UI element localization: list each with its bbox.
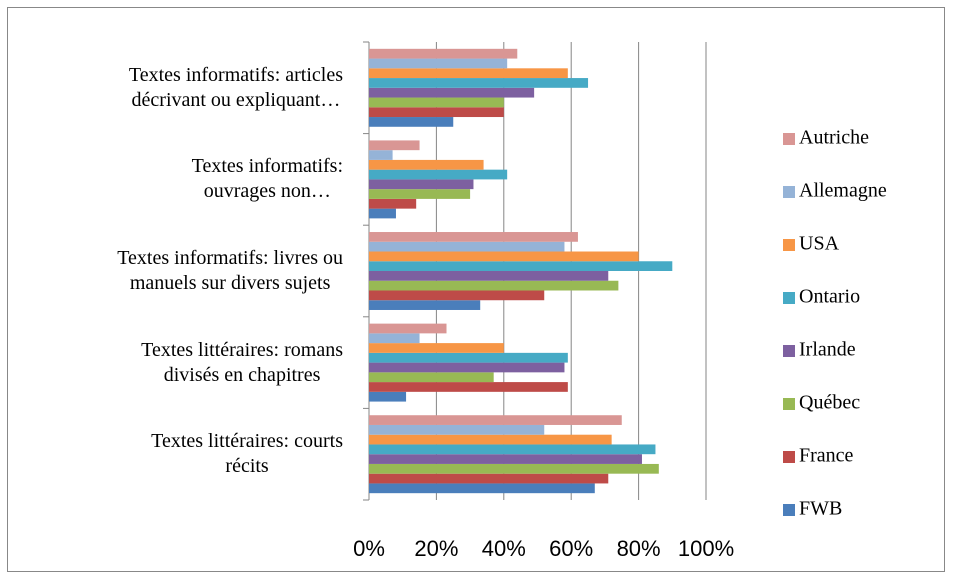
legend-swatch (783, 345, 795, 357)
bar (369, 415, 622, 425)
bar (369, 169, 508, 180)
legend-swatch (783, 292, 795, 304)
legend-swatch (783, 451, 795, 463)
y-tick-label: Textes littéraires: courts récits (151, 430, 343, 478)
legend-label: Ontario (799, 286, 860, 308)
bar (369, 333, 420, 344)
bar (369, 444, 656, 455)
bar (369, 189, 471, 199)
bar (369, 107, 504, 118)
bar (369, 68, 568, 79)
bar (369, 300, 481, 310)
legend-label: Irlande (799, 339, 856, 361)
legend-label: FWB (799, 498, 842, 520)
x-tick-label: 100% (678, 536, 734, 561)
bar (369, 159, 484, 170)
bar (369, 343, 504, 353)
legend-label: Autriche (799, 127, 869, 149)
bar (369, 352, 568, 363)
bar (369, 290, 545, 301)
bar (369, 117, 454, 127)
y-tick-label: Textes informatifs: ouvrages non… (191, 155, 343, 203)
legend-swatch (783, 186, 795, 198)
x-tick-label: 0% (353, 536, 385, 561)
bar (369, 280, 619, 291)
x-tick-label: 40% (482, 536, 526, 561)
legend-label: Allemagne (799, 180, 887, 202)
bar (369, 424, 545, 435)
bar (369, 463, 659, 474)
bar (369, 323, 447, 334)
x-tick-label: 80% (617, 536, 661, 561)
legend-swatch (783, 398, 795, 410)
x-tick-label: 20% (414, 536, 458, 561)
bar (369, 48, 518, 59)
legend-label: France (799, 445, 854, 467)
bar (369, 140, 420, 151)
legend-label: Québec (799, 392, 860, 414)
bar (369, 208, 396, 219)
bar (369, 97, 504, 108)
bar (369, 251, 639, 262)
bar (369, 87, 535, 98)
legend-label: USA (799, 233, 840, 255)
bar (369, 434, 612, 445)
bar (369, 232, 578, 242)
bar (369, 483, 595, 494)
bar (369, 150, 393, 160)
bar (369, 78, 589, 88)
bar (369, 473, 609, 484)
bar (369, 362, 565, 373)
bar (369, 198, 417, 209)
bar (369, 271, 609, 281)
y-tick-label: Textes informatifs: articles décrivant o… (128, 63, 343, 111)
bar (369, 391, 407, 402)
bar (369, 58, 508, 69)
x-tick-label: 60% (549, 536, 593, 561)
y-tick-label: Textes informatifs: livres ou manuels su… (117, 247, 343, 294)
bar (369, 179, 474, 190)
legend-swatch (783, 239, 795, 251)
bar (369, 454, 642, 464)
y-tick-label: Textes littéraires: romans divisés en ch… (141, 338, 343, 386)
bar (369, 382, 568, 392)
bar (369, 261, 673, 271)
bar (369, 241, 565, 252)
legend-swatch (783, 133, 795, 145)
bar (369, 372, 494, 383)
legend-swatch (783, 504, 795, 516)
